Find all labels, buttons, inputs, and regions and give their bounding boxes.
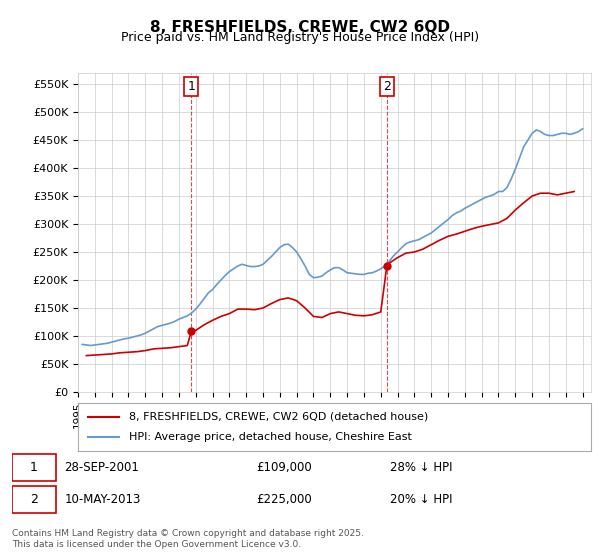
Text: 28% ↓ HPI: 28% ↓ HPI [391, 461, 453, 474]
Text: HPI: Average price, detached house, Cheshire East: HPI: Average price, detached house, Ches… [130, 432, 412, 442]
Text: £225,000: £225,000 [256, 493, 312, 506]
Text: Price paid vs. HM Land Registry's House Price Index (HPI): Price paid vs. HM Land Registry's House … [121, 31, 479, 44]
Text: £109,000: £109,000 [256, 461, 312, 474]
Text: Contains HM Land Registry data © Crown copyright and database right 2025.
This d: Contains HM Land Registry data © Crown c… [12, 529, 364, 549]
Text: 8, FRESHFIELDS, CREWE, CW2 6QD (detached house): 8, FRESHFIELDS, CREWE, CW2 6QD (detached… [130, 412, 428, 422]
Text: 2: 2 [383, 80, 391, 94]
FancyBboxPatch shape [12, 487, 56, 514]
Text: 28-SEP-2001: 28-SEP-2001 [64, 461, 139, 474]
Text: 8, FRESHFIELDS, CREWE, CW2 6QD: 8, FRESHFIELDS, CREWE, CW2 6QD [150, 20, 450, 35]
Text: 20% ↓ HPI: 20% ↓ HPI [391, 493, 453, 506]
Text: 1: 1 [30, 461, 38, 474]
Text: 10-MAY-2013: 10-MAY-2013 [64, 493, 141, 506]
Text: 1: 1 [187, 80, 196, 94]
FancyBboxPatch shape [12, 454, 56, 480]
Text: 2: 2 [30, 493, 38, 506]
